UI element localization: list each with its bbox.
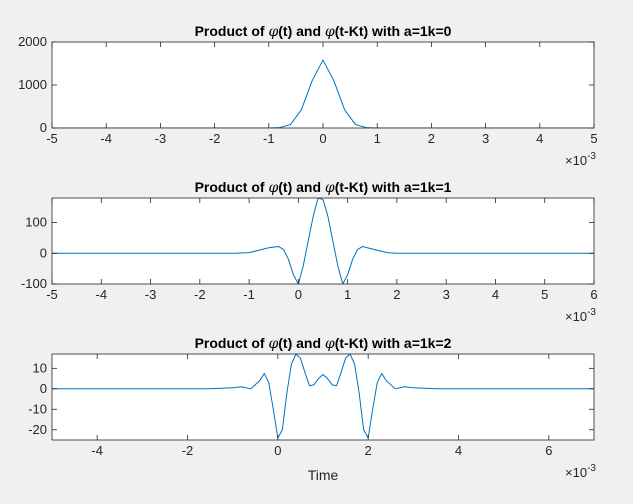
y-tick-label: 0 <box>40 245 47 260</box>
x-exponent: -3 <box>587 463 596 474</box>
axes-box <box>51 353 595 441</box>
subplot-2: -5 -4 -3 -2 -1 0 1 2 3 4 5 6 -100 0 100 Product of φ(t)… <box>21 179 598 324</box>
x-tick-label: -5 <box>46 131 58 146</box>
title-pre: Product of <box>195 23 269 39</box>
x-tick-label: -3 <box>145 287 157 302</box>
title-post: (t-Kt) with a=1k=1 <box>335 179 452 195</box>
x-tick-label: 3 <box>482 131 489 146</box>
y-tick-label: 0 <box>40 120 47 135</box>
x-multiplier: ×10 <box>565 465 587 480</box>
title-phi2: φ <box>325 24 335 40</box>
x-tick-label: 4 <box>492 287 499 302</box>
y-tick-label: 0 <box>40 381 47 396</box>
x-tick-label: -3 <box>155 131 167 146</box>
x-tick-label: -2 <box>194 287 206 302</box>
x-tick-label: 0 <box>295 287 302 302</box>
x-tick-label: 2 <box>428 131 435 146</box>
title-phi1: φ <box>268 180 278 196</box>
series-line-1 <box>52 354 594 439</box>
x-tick-label: -1 <box>243 287 255 302</box>
x-tick-label: -2 <box>182 443 194 458</box>
x-exponent: -3 <box>587 151 596 162</box>
x-axis-label: Time <box>308 467 339 483</box>
x-exponent: -3 <box>587 307 596 318</box>
x-tick-label: 4 <box>536 131 543 146</box>
title-post: (t-Kt) with a=1k=2 <box>335 335 452 351</box>
axes-background <box>52 42 594 128</box>
title-pre: Product of <box>195 179 269 195</box>
title-phi2: φ <box>325 180 335 196</box>
x-tick-label: -4 <box>95 287 107 302</box>
series-line-1 <box>52 198 594 284</box>
y-tick-label: -10 <box>28 401 47 416</box>
subplot-1: -5 -4 -3 -2 -1 0 1 2 3 4 5 0 1000 2000 Product of φ(t)… <box>18 23 598 168</box>
title-mid: (t) and <box>278 179 325 195</box>
subplot-title: Product of φ(t) and φ(t-Kt) with a=1k=2 <box>195 335 452 352</box>
x-tick-label: 0 <box>274 443 281 458</box>
x-tick-label: 2 <box>365 443 372 458</box>
x-tick-label: 1 <box>344 287 351 302</box>
x-tick-label: 3 <box>443 287 450 302</box>
x-tick-label: -4 <box>100 131 112 146</box>
x-tick-label: -5 <box>46 287 58 302</box>
x-exponent-label: ×10-3 <box>565 463 596 480</box>
x-tick-label: 0 <box>319 131 326 146</box>
axes-box <box>51 197 595 285</box>
y-tick-label: -20 <box>28 422 47 437</box>
x-multiplier: ×10 <box>565 153 587 168</box>
y-tick-label: 2000 <box>18 34 47 49</box>
title-mid: (t) and <box>278 335 325 351</box>
y-tick-label: 1000 <box>18 77 47 92</box>
x-exponent-label: ×10-3 <box>565 307 596 324</box>
subplot-title: Product of φ(t) and φ(t-Kt) with a=1k=0 <box>195 23 452 40</box>
axes-background <box>52 354 594 440</box>
y-tick-label: 100 <box>25 215 47 230</box>
x-tick-label: -2 <box>209 131 221 146</box>
x-exponent-label: ×10-3 <box>565 151 596 168</box>
title-mid: (t) and <box>278 23 325 39</box>
x-tick-label: 1 <box>374 131 381 146</box>
title-post: (t-Kt) with a=1k=0 <box>335 23 452 39</box>
title-pre: Product of <box>195 335 269 351</box>
title-phi1: φ <box>268 336 278 352</box>
x-tick-label: -1 <box>263 131 275 146</box>
x-tick-label: 2 <box>393 287 400 302</box>
series-line-1 <box>52 59 594 128</box>
x-tick-label: 5 <box>590 131 597 146</box>
axes-background <box>52 198 594 284</box>
x-multiplier: ×10 <box>565 309 587 324</box>
y-tick-label: -100 <box>21 276 47 291</box>
x-tick-label: 6 <box>545 443 552 458</box>
title-phi2: φ <box>325 336 335 352</box>
title-phi1: φ <box>268 24 278 40</box>
x-tick-label: 5 <box>541 287 548 302</box>
x-tick-label: 4 <box>455 443 462 458</box>
x-tick-label: 6 <box>590 287 597 302</box>
x-tick-label: -4 <box>91 443 103 458</box>
subplot-title: Product of φ(t) and φ(t-Kt) with a=1k=1 <box>195 179 452 196</box>
y-tick-label: 10 <box>33 360 47 375</box>
